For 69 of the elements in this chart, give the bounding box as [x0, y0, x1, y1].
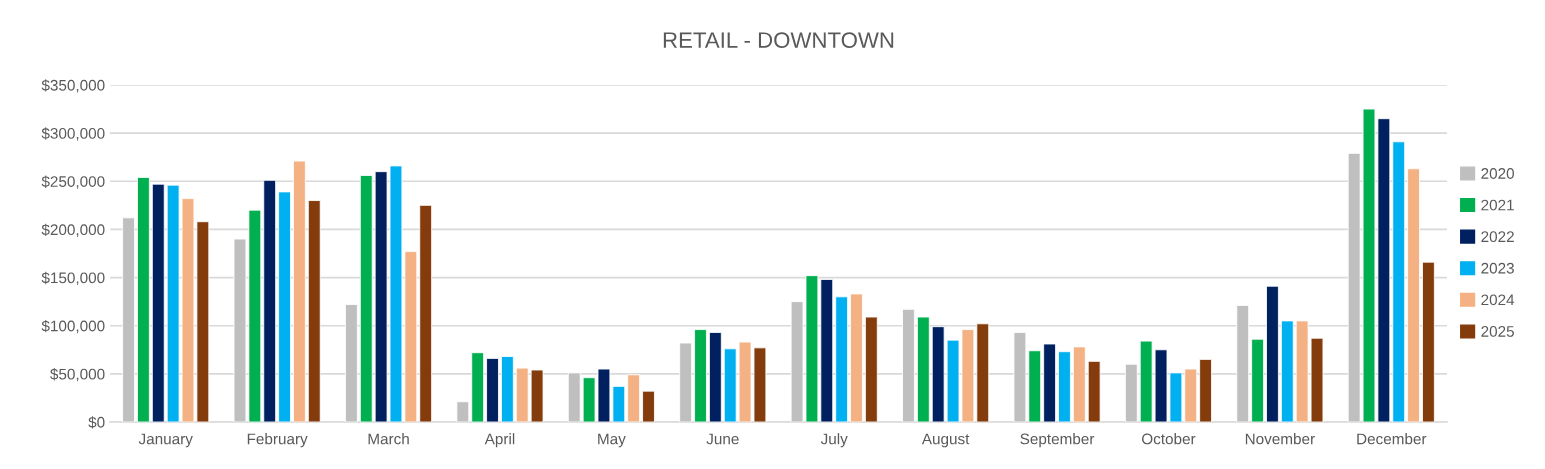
bar — [293, 160, 306, 422]
legend-label: 2022 — [1481, 231, 1514, 243]
x-tick-label: July — [820, 433, 848, 448]
bar — [1280, 320, 1294, 422]
bar — [456, 401, 470, 422]
bar — [694, 329, 707, 422]
bar — [1236, 305, 1250, 422]
legend-label: 2025 — [1481, 326, 1514, 337]
bar — [679, 342, 693, 422]
y-tick-label: $200,000 — [41, 223, 105, 237]
y-tick-label: $150,000 — [41, 271, 105, 286]
bar — [1072, 346, 1086, 422]
bar — [835, 296, 848, 422]
bar — [359, 175, 373, 422]
bar — [627, 374, 641, 422]
bar — [1184, 368, 1198, 422]
x-tick-label: March — [368, 433, 409, 445]
bar — [1392, 141, 1406, 422]
bar — [419, 204, 433, 422]
x-tick-label: June — [706, 433, 739, 445]
bar — [530, 369, 544, 422]
x-tick-label: October — [1142, 433, 1196, 445]
bar — [850, 293, 863, 422]
bar — [1043, 343, 1056, 422]
x-tick-label: May — [598, 433, 626, 448]
x-tick-label: January — [138, 433, 193, 448]
bar — [486, 358, 499, 422]
y-tick-label: $350,000 — [41, 79, 105, 93]
y-tick-label: $50,000 — [50, 368, 105, 382]
bar — [642, 390, 655, 422]
bar — [1124, 363, 1138, 422]
bar — [263, 179, 277, 422]
x-tick-label: February — [247, 433, 308, 448]
y-tick-label: $300,000 — [41, 127, 105, 141]
legend-label: 2021 — [1481, 199, 1514, 211]
bar — [916, 316, 930, 422]
bar — [471, 352, 485, 422]
bar — [864, 316, 878, 422]
bar — [1013, 332, 1027, 422]
bar — [515, 367, 529, 422]
x-tick-label: November — [1245, 433, 1315, 445]
x-tick-label: April — [484, 433, 515, 448]
y-tick-label: $0 — [88, 416, 105, 429]
bar — [1251, 338, 1264, 422]
bar — [501, 356, 514, 422]
y-tick-label: $250,000 — [41, 175, 105, 189]
x-tick-label: September — [1020, 433, 1095, 448]
legend-label: 2023 — [1481, 262, 1514, 274]
bar — [345, 304, 358, 422]
legend-label: 2020 — [1481, 168, 1514, 179]
bar — [902, 308, 915, 422]
bar — [137, 177, 150, 422]
bar — [1087, 360, 1101, 422]
bar — [1199, 358, 1212, 422]
bar — [278, 191, 291, 422]
bar — [307, 200, 321, 422]
x-tick-label: December — [1357, 433, 1427, 445]
chart-title: RETAIL - DOWNTOWN — [663, 32, 894, 48]
bar — [122, 217, 135, 422]
bar — [1058, 351, 1071, 422]
legend-label: 2024 — [1481, 294, 1515, 306]
bar — [1266, 285, 1279, 422]
x-tick-label: August — [921, 433, 970, 448]
bar — [709, 332, 722, 422]
y-tick-label: $100,000 — [41, 319, 105, 334]
bar — [151, 183, 165, 422]
bar — [1407, 168, 1420, 422]
bar — [1422, 261, 1435, 422]
bar — [1028, 350, 1042, 422]
